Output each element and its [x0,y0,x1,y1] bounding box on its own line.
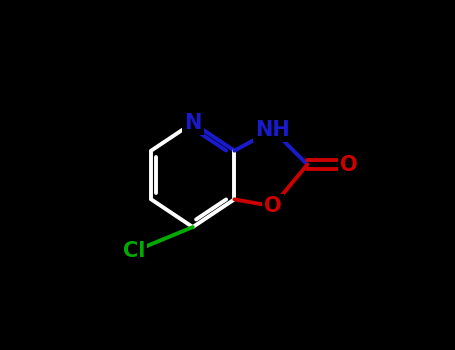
Text: NH: NH [255,120,290,140]
Text: O: O [264,196,282,216]
Text: N: N [184,113,202,133]
Text: Cl: Cl [122,241,145,261]
Text: O: O [340,155,358,175]
